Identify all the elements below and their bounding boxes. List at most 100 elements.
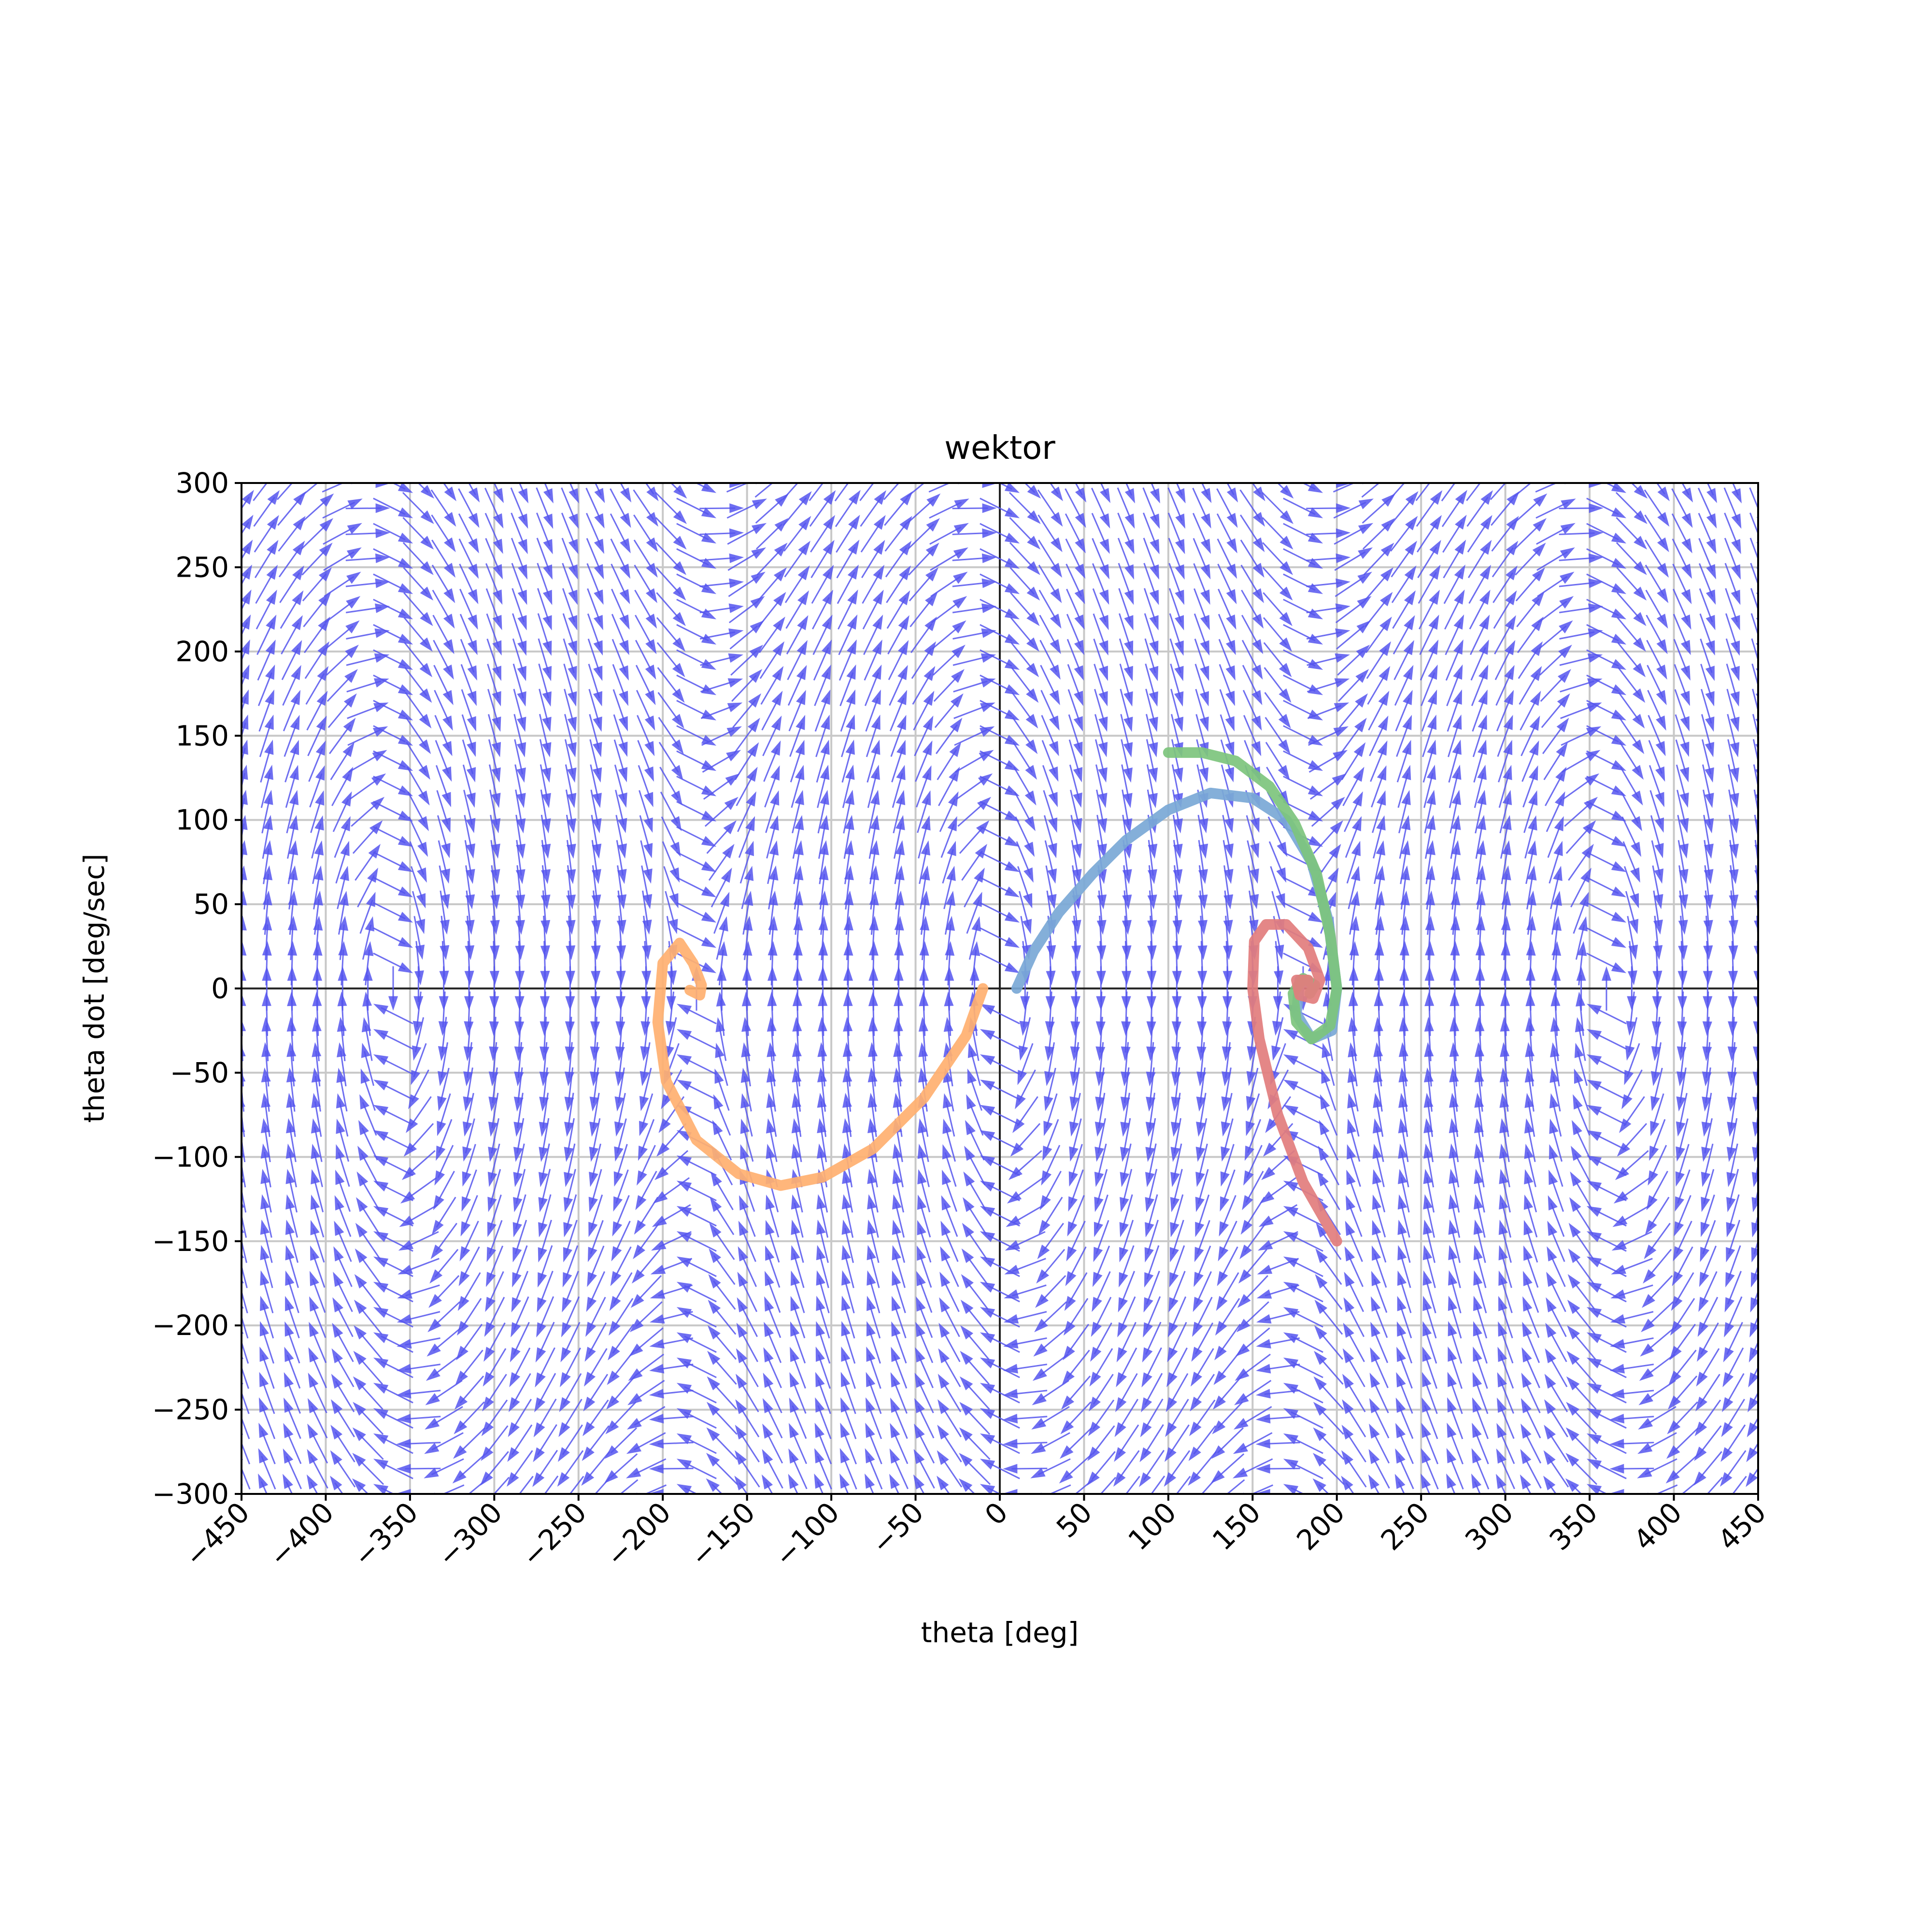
field-arrow — [512, 1194, 526, 1237]
field-arrow — [442, 483, 456, 501]
field-arrow — [1728, 764, 1739, 809]
field-arrow — [943, 866, 956, 909]
field-arrow — [959, 1452, 991, 1485]
field-arrow — [1038, 589, 1062, 629]
field-arrow — [1656, 483, 1670, 501]
field-arrow — [1369, 1423, 1390, 1464]
field-arrow — [1586, 1029, 1627, 1050]
field-arrow — [242, 790, 248, 815]
field-arrow — [765, 1271, 781, 1313]
field-arrow — [716, 992, 726, 1036]
field-arrow — [1011, 692, 1038, 729]
field-arrow — [789, 1397, 807, 1439]
field-arrow — [908, 542, 939, 576]
y-tick-label: −150 — [152, 1225, 229, 1258]
field-arrow — [839, 664, 856, 707]
field-arrow — [363, 966, 373, 1011]
field-arrow — [1370, 1347, 1389, 1389]
field-arrow — [1100, 483, 1110, 503]
field-arrow — [285, 1270, 299, 1313]
field-arrow — [1700, 1194, 1715, 1237]
field-arrow — [1194, 664, 1209, 707]
field-arrow — [613, 1144, 628, 1187]
field-arrow — [373, 826, 413, 847]
field-arrow — [1306, 628, 1350, 640]
field-arrow — [538, 1220, 552, 1263]
field-arrow — [259, 714, 274, 757]
field-arrow — [1396, 1321, 1413, 1364]
field-arrow — [260, 1245, 273, 1288]
field-arrow — [1321, 1043, 1335, 1086]
field-arrow — [1535, 498, 1576, 519]
field-arrow — [281, 615, 303, 654]
field-arrow — [1396, 715, 1412, 757]
field-arrow — [400, 1177, 437, 1204]
field-arrow — [839, 1473, 850, 1494]
field-arrow — [1283, 1231, 1323, 1252]
field-arrow — [814, 689, 831, 732]
field-arrow — [1726, 1220, 1741, 1263]
field-arrow — [1676, 765, 1689, 808]
field-arrow — [1616, 567, 1647, 601]
field-arrow — [814, 664, 831, 706]
field-arrow — [938, 1322, 961, 1363]
field-arrow — [1374, 840, 1386, 884]
field-arrow — [1348, 866, 1361, 909]
field-arrow — [704, 796, 739, 827]
field-arrow — [676, 649, 717, 670]
field-arrow — [1673, 613, 1691, 655]
field-arrow — [1236, 1327, 1270, 1357]
field-arrow — [408, 1069, 429, 1109]
field-arrow — [1514, 518, 1547, 550]
field-arrow — [1063, 1298, 1089, 1336]
field-arrow — [411, 866, 426, 909]
field-arrow — [590, 789, 602, 834]
field-arrow — [1338, 669, 1369, 702]
field-arrow — [397, 1337, 440, 1349]
field-arrow — [1341, 1424, 1366, 1463]
field-arrow — [558, 1399, 582, 1437]
field-arrow — [1400, 840, 1410, 884]
field-arrow — [285, 1169, 298, 1213]
field-arrow — [1476, 840, 1486, 884]
field-arrow — [1666, 1427, 1699, 1459]
field-arrow — [1586, 1080, 1627, 1100]
field-arrow — [1752, 1136, 1758, 1162]
field-arrow — [561, 538, 578, 580]
field-arrow — [1500, 1042, 1510, 1087]
field-arrow — [1003, 1364, 1048, 1374]
field-arrow — [1449, 1042, 1459, 1087]
field-arrow — [538, 663, 552, 707]
field-arrow — [1611, 1231, 1652, 1251]
field-arrow — [1369, 1372, 1389, 1414]
field-arrow — [1242, 1170, 1264, 1210]
field-arrow — [1193, 613, 1210, 656]
field-arrow — [1649, 1119, 1666, 1161]
field-arrow — [1115, 1373, 1138, 1412]
field-arrow — [676, 1357, 717, 1378]
field-arrow — [763, 740, 781, 782]
field-arrow — [1242, 690, 1262, 731]
field-arrow — [1143, 1296, 1161, 1338]
field-arrow — [1238, 1249, 1267, 1284]
field-arrow — [1283, 1357, 1323, 1378]
field-arrow — [336, 1067, 348, 1112]
field-arrow — [589, 739, 602, 783]
field-arrow — [869, 840, 880, 884]
field-arrow — [766, 815, 779, 859]
field-arrow — [1421, 689, 1437, 732]
field-arrow — [918, 1118, 929, 1162]
field-arrow — [663, 866, 679, 909]
field-arrow — [1699, 613, 1715, 656]
field-arrow — [1423, 1168, 1435, 1213]
field-arrow — [364, 941, 374, 986]
field-arrow — [786, 615, 809, 654]
field-arrow — [867, 765, 880, 808]
field-arrow — [327, 669, 358, 702]
field-arrow — [714, 1068, 730, 1111]
field-arrow — [892, 1220, 905, 1263]
field-arrow — [433, 639, 454, 680]
field-arrow — [916, 765, 932, 808]
field-arrow — [1220, 1169, 1236, 1212]
field-arrow — [304, 641, 330, 679]
